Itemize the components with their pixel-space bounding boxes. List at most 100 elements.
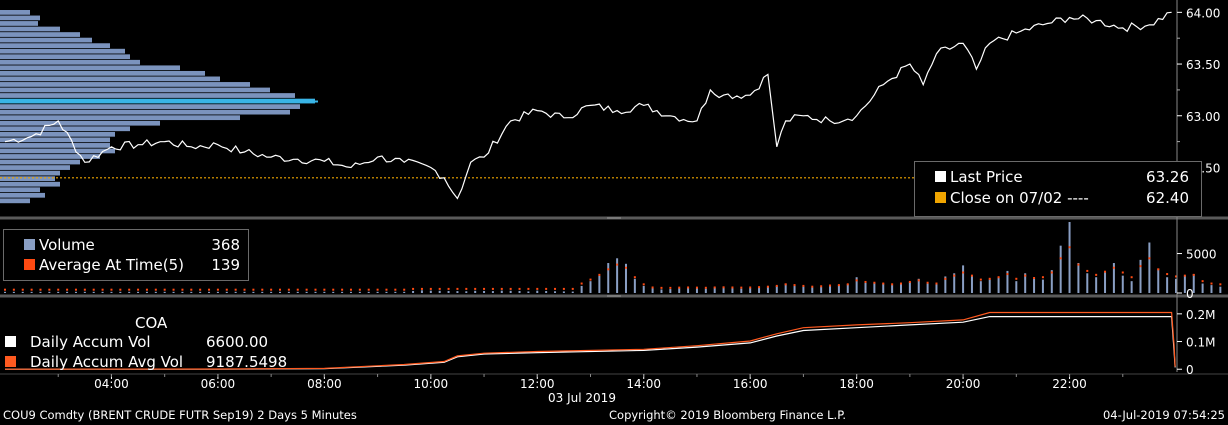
avg-marker — [811, 285, 814, 288]
volume-bar — [57, 291, 60, 293]
avg-marker — [137, 288, 140, 291]
avg-marker — [616, 263, 619, 266]
x-tick-label: 18:00 — [839, 377, 874, 391]
volume-bar — [775, 285, 778, 293]
avg-marker — [1139, 265, 1142, 268]
volume-bar — [855, 277, 858, 293]
avg-marker — [802, 284, 805, 287]
profile-bar — [0, 154, 100, 159]
last-price-label: Last Price — [950, 168, 1023, 186]
volume-bar — [1121, 275, 1124, 293]
volume-bar — [101, 291, 104, 293]
volume-bar — [66, 291, 69, 293]
avg-marker — [57, 288, 60, 291]
avg-marker — [30, 288, 33, 291]
profile-bar — [0, 181, 60, 187]
volume-bar — [820, 287, 823, 293]
volume-bar — [39, 291, 42, 293]
volume-bar — [731, 288, 734, 293]
avg-marker — [1077, 263, 1080, 266]
avg-marker — [642, 283, 645, 286]
profile-bar — [0, 104, 300, 109]
avg-marker — [873, 281, 876, 284]
volume-bar — [953, 273, 956, 293]
accum-avg-label: Daily Accum Avg Vol — [30, 353, 184, 371]
avg-marker — [527, 287, 530, 290]
avg-marker — [846, 283, 849, 286]
avg-marker — [935, 282, 938, 285]
avg-marker — [598, 273, 601, 276]
volume-bar — [21, 291, 24, 293]
legend-last-price: Last Price 63.26 — [915, 167, 1201, 187]
volume-bar — [48, 291, 51, 293]
avg-marker — [979, 278, 982, 281]
accum-avg-value: 9187.5498 — [206, 353, 288, 371]
volume-series — [4, 222, 1222, 293]
volume-bar — [252, 291, 255, 293]
avg-marker — [731, 286, 734, 289]
volume-bar — [403, 291, 406, 293]
profile-bar — [0, 54, 130, 60]
legend-accum-avg: Daily Accum Avg Vol 9187.5498 — [3, 352, 303, 372]
volume-bar — [979, 281, 982, 293]
accum-legend: COA Daily Accum Vol 6600.00 Daily Accum … — [3, 312, 303, 374]
volume-bar — [491, 291, 494, 293]
volume-bar — [899, 284, 902, 293]
volume-bar — [589, 281, 592, 293]
volume-bar — [420, 290, 423, 293]
accum-vol-line — [5, 316, 1176, 370]
volume-swatch — [24, 239, 35, 250]
legend-close: Close on 07/02 ---- 62.40 — [915, 188, 1201, 208]
close-value: 62.40 — [1146, 189, 1189, 207]
avg-marker — [1201, 280, 1204, 283]
avg-marker — [899, 282, 902, 285]
avg-marker — [199, 288, 202, 291]
volume-bar — [811, 287, 814, 293]
accum-tick-label: 0.2M — [1186, 308, 1215, 322]
volume-bar — [367, 291, 370, 293]
avg-marker — [784, 283, 787, 286]
volume-bar — [447, 290, 450, 293]
avg-marker — [1104, 270, 1107, 273]
avg-marker — [332, 288, 335, 291]
avg-marker — [403, 288, 406, 291]
avg-marker — [633, 276, 636, 279]
x-date-label: 03 Jul 2019 — [548, 391, 616, 405]
volume-bar — [500, 290, 503, 293]
volume-bar — [1210, 285, 1213, 293]
volume-bar — [1041, 279, 1044, 293]
volume-bar — [92, 291, 95, 293]
profile-bar — [0, 109, 290, 115]
avg-marker — [891, 283, 894, 286]
volume-bar — [802, 286, 805, 293]
volume-bar — [270, 291, 273, 293]
avg-marker — [864, 280, 867, 283]
volume-bar — [314, 291, 317, 293]
avg-marker — [190, 288, 193, 291]
profile-bar — [0, 59, 140, 65]
avg-marker — [92, 288, 95, 291]
volume-bar — [660, 289, 663, 293]
avg-marker — [465, 287, 468, 290]
avg-marker — [279, 288, 282, 291]
volume-bar — [349, 291, 352, 293]
avg-marker — [1210, 282, 1213, 285]
avg-marker — [970, 274, 973, 277]
volume-bar — [323, 291, 326, 293]
volume-bar — [1201, 283, 1204, 293]
avg-marker — [447, 287, 450, 290]
avg-marker — [766, 285, 769, 288]
avg-marker — [261, 288, 264, 291]
profile-bar — [0, 137, 110, 143]
volume-bar — [669, 289, 672, 293]
avg-marker — [926, 281, 929, 284]
profile-bar — [0, 192, 45, 198]
volume-legend: Volume 368 Average At Time(5) 139 — [3, 229, 249, 281]
volume-tick-label: 5000 — [1186, 248, 1217, 262]
avg-marker — [483, 287, 486, 290]
volume-bar — [376, 291, 379, 293]
avg-marker — [1183, 274, 1186, 277]
avg-marker — [1175, 275, 1177, 278]
